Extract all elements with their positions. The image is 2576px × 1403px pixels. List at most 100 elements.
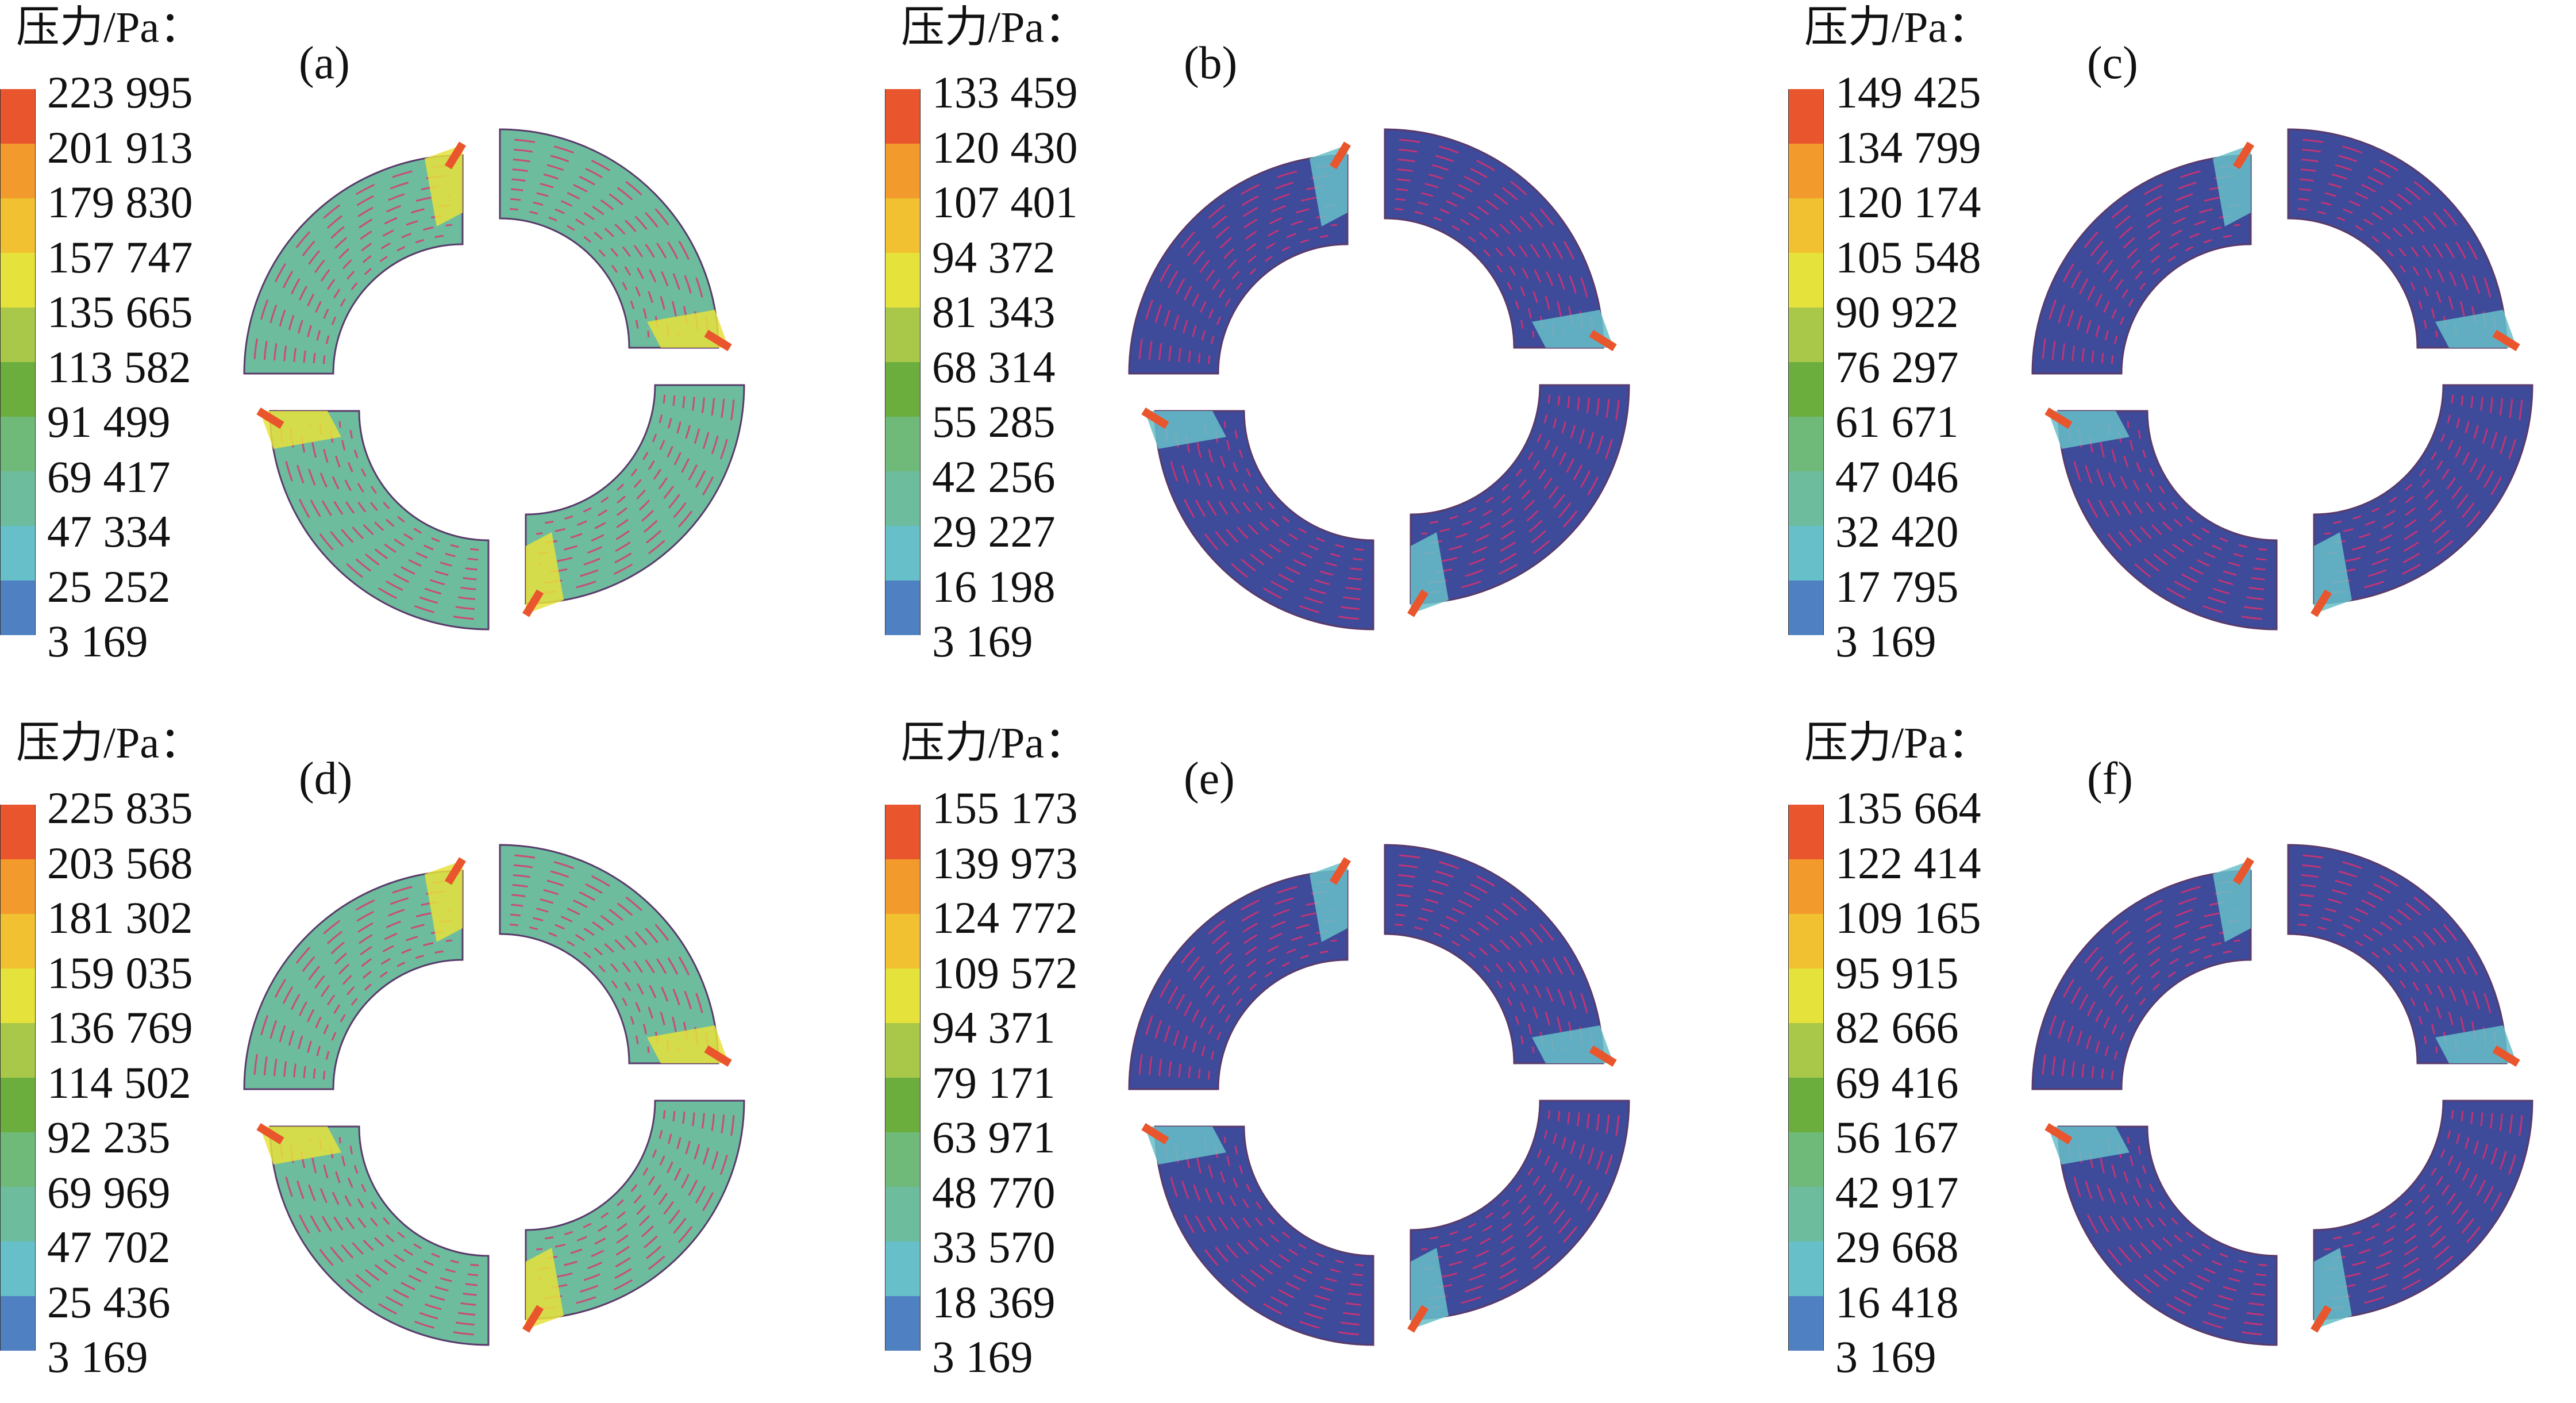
streamline	[1168, 910, 1335, 1077]
streamline	[2302, 854, 2497, 1049]
legend-tick-label: 134 799	[1835, 122, 1981, 172]
legend-tick-label: 120 174	[1835, 177, 1981, 227]
streamline	[2091, 929, 2240, 1078]
legend-tick-label: 135 664	[1835, 783, 1981, 833]
peak-pressure-edge	[704, 1045, 732, 1067]
streamline	[510, 913, 650, 1054]
color-legend: 133 459 120 430 107 401 94 372 81 343 68 314 5…	[885, 70, 1115, 664]
peak-pressure-edge	[2044, 1123, 2073, 1145]
streamline	[303, 214, 452, 363]
legend-swatch	[1788, 859, 1824, 914]
legend-tick-label: 120 430	[932, 122, 1078, 172]
streamline	[1194, 423, 1361, 590]
streamline	[1207, 949, 1338, 1080]
streamline	[537, 1112, 695, 1270]
streamline	[279, 425, 474, 620]
streamline	[538, 1113, 705, 1280]
legend-swatch	[1788, 471, 1824, 526]
legend-tick-label: 33 570	[932, 1222, 1056, 1272]
streamline	[348, 420, 479, 551]
legend-swatch	[0, 914, 36, 968]
streamline	[2111, 949, 2242, 1080]
streamline	[2081, 204, 2239, 362]
streamline	[1398, 864, 1584, 1050]
streamline	[1158, 900, 1335, 1077]
legend-swatch	[1788, 914, 1824, 968]
legend-swatch	[0, 144, 36, 198]
legend-tick-label: 32 420	[1835, 506, 1959, 556]
streamline	[1397, 874, 1574, 1051]
streamline	[1425, 399, 1620, 594]
streamline	[2300, 894, 2458, 1052]
peak-pressure-edge	[2311, 589, 2332, 617]
streamline	[283, 910, 450, 1077]
streamline	[1223, 421, 1364, 561]
streamline	[2297, 207, 2428, 339]
streamline	[1148, 890, 1334, 1076]
legend-tick-label: 82 666	[1835, 1002, 1959, 1052]
streamline	[1420, 1110, 1561, 1251]
peak-pressure-edge	[2311, 1305, 2332, 1333]
streamline	[1397, 884, 1564, 1051]
legend-swatch	[885, 471, 921, 526]
legend-tick-label: 29 227	[932, 506, 1056, 556]
legend-swatch	[1788, 581, 1824, 635]
streamline	[512, 884, 679, 1051]
streamline	[2325, 397, 2483, 555]
legend-swatch	[885, 1187, 921, 1241]
legend-swatch	[0, 417, 36, 471]
streamline	[313, 224, 453, 364]
legend-swatch	[1788, 198, 1824, 253]
legend-tick-label: 136 769	[47, 1002, 193, 1052]
legend-swatch	[0, 1187, 36, 1241]
legend-swatch	[885, 307, 921, 362]
streamline	[539, 398, 725, 585]
legend-swatch	[0, 253, 36, 307]
streamline	[1204, 1138, 1362, 1296]
legend-tick-label: 135 665	[47, 287, 193, 337]
legend-tick-label: 159 035	[47, 947, 193, 998]
streamline	[1168, 194, 1335, 362]
legend-swatch	[885, 805, 921, 859]
streamline	[2328, 399, 2523, 594]
panel-d: 压力/Pa： (d) 225 835 203 568 181 302 159 035 1…	[0, 716, 858, 1403]
legend-swatch	[0, 1296, 36, 1351]
legend-swatch	[1788, 417, 1824, 471]
legend-tick-label: 55 285	[932, 397, 1056, 447]
streamline	[2042, 164, 2236, 359]
streamline	[2298, 913, 2438, 1054]
streamline	[1395, 913, 1535, 1054]
streamline	[2300, 884, 2467, 1051]
legend-swatch	[885, 198, 921, 253]
streamline	[2136, 1136, 2267, 1267]
streamline	[1397, 168, 1564, 336]
legend-tick-label: 18 369	[932, 1277, 1056, 1327]
peak-pressure-edge	[2492, 329, 2520, 351]
legend-tick-label: 139 973	[932, 837, 1078, 888]
legend-swatch	[885, 362, 921, 417]
legend-tick-label: 109 572	[932, 947, 1078, 998]
streamline	[2327, 398, 2504, 575]
streamline	[540, 1115, 735, 1310]
legend-tick-label: 181 302	[47, 893, 193, 943]
peak-pressure-edge	[1589, 329, 1617, 351]
streamline	[2127, 421, 2267, 561]
streamline	[511, 188, 660, 337]
streamline	[2327, 398, 2513, 585]
streamline	[1425, 1115, 1620, 1310]
legend-swatch	[0, 526, 36, 581]
streamline	[313, 939, 453, 1079]
legend-tick-label: 179 830	[47, 177, 193, 227]
legend-swatch	[1788, 1023, 1824, 1078]
streamline	[2300, 168, 2467, 336]
streamline	[538, 397, 705, 564]
legend-tick-label: 17 795	[1835, 561, 1959, 612]
legend-tick-label: 201 913	[47, 122, 193, 172]
streamline	[1223, 1136, 1364, 1277]
legend-title: 压力/Pa：	[901, 3, 1088, 52]
peak-pressure-edge	[522, 1305, 544, 1333]
streamline	[540, 399, 735, 594]
peak-pressure-edge	[1407, 1305, 1429, 1333]
streamline	[2051, 174, 2238, 360]
streamline	[1164, 425, 1359, 620]
